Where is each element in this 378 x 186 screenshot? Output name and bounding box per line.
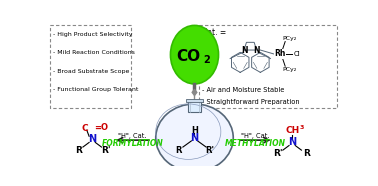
Text: "H", Cat.: "H", Cat. (118, 132, 147, 139)
Text: N: N (288, 137, 296, 147)
Text: C: C (81, 124, 88, 133)
Text: R': R' (273, 149, 283, 158)
Text: METHYLATION: METHYLATION (225, 140, 285, 148)
Ellipse shape (170, 25, 218, 84)
Text: "H", Cat.: "H", Cat. (241, 132, 269, 139)
Text: R: R (75, 146, 82, 155)
Text: 2: 2 (203, 55, 210, 65)
Text: R': R' (206, 146, 214, 155)
Polygon shape (192, 89, 197, 95)
Text: - Mild Reaction Conditions: - Mild Reaction Conditions (53, 50, 135, 55)
Text: PCy₂: PCy₂ (282, 36, 296, 41)
Text: PCy₂: PCy₂ (282, 67, 296, 72)
Text: Rh: Rh (274, 49, 285, 58)
Text: 3: 3 (299, 125, 304, 130)
Text: Cl: Cl (293, 51, 300, 57)
Text: R: R (176, 146, 182, 155)
Text: R': R' (101, 146, 111, 155)
Text: - High Product Selectivity: - High Product Selectivity (53, 32, 132, 37)
Text: - Broad Substrate Scope: - Broad Substrate Scope (53, 68, 129, 73)
Ellipse shape (156, 104, 233, 172)
Bar (187, 101, 201, 112)
Text: N: N (253, 46, 260, 55)
Text: CO: CO (176, 49, 200, 64)
Text: - Functional Group Tolerant: - Functional Group Tolerant (53, 87, 138, 92)
Bar (186, 99, 203, 102)
Text: Cat. =: Cat. = (202, 28, 226, 38)
Text: N: N (241, 46, 247, 55)
Bar (50, 25, 131, 108)
Text: N: N (88, 134, 96, 144)
Text: H: H (191, 126, 198, 135)
Text: R: R (303, 149, 310, 158)
Text: - Air and Moisture Stable: - Air and Moisture Stable (202, 87, 285, 93)
Text: =O: =O (94, 123, 108, 132)
Bar (199, 25, 337, 108)
Text: N: N (191, 133, 198, 143)
Text: - Straightforward Preparation: - Straightforward Preparation (202, 99, 300, 105)
Text: CH: CH (285, 126, 299, 135)
Text: FORMYLATION: FORMYLATION (102, 140, 163, 148)
